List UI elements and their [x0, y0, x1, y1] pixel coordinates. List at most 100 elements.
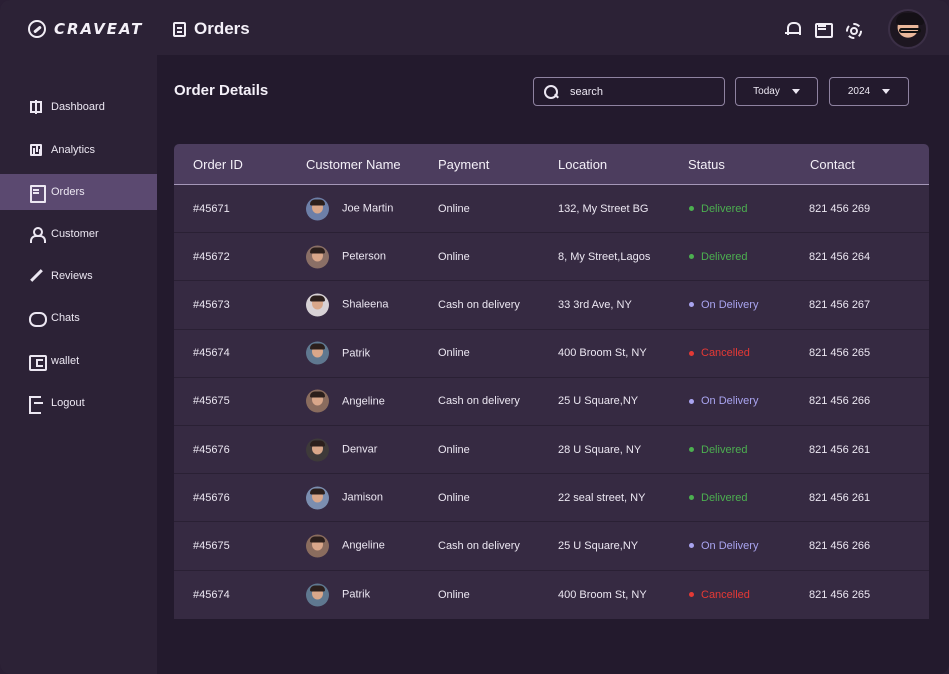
customer-name: Denvar [342, 443, 378, 456]
status-badge: On Delivery [689, 540, 758, 552]
period-dropdown[interactable]: Today [735, 77, 818, 106]
table-header: Order ID Customer Name Payment Location … [174, 144, 929, 185]
status-text: Delivered [701, 250, 748, 263]
order-id-cell: #45672 [193, 250, 230, 263]
status-dot-icon [689, 447, 694, 453]
year-dropdown[interactable]: 2024 [829, 77, 909, 106]
sidebar-item-label: wallet [51, 355, 80, 367]
sidebar-item-label: Dashboard [51, 101, 105, 113]
customer-name: Peterson [342, 250, 387, 263]
payment-cell: Online [438, 491, 470, 504]
status-badge: On Delivery [689, 299, 758, 311]
location-cell: 400 Broom St, NY [558, 588, 647, 601]
orders-icon [173, 21, 186, 37]
sidebar-item-customer[interactable]: Customer [0, 216, 157, 252]
wallet-icon [29, 354, 47, 371]
table-body: #45671 Joe Martin Online 132, My Street BG D… [174, 185, 929, 619]
sidebar-item-logout[interactable]: Logout [0, 385, 157, 421]
sidebar-item-label: Analytics [51, 144, 96, 156]
column-header-order-id[interactable]: Order ID [193, 157, 243, 172]
status-badge: On Delivery [689, 395, 758, 407]
customer-name: Joe Martin [342, 202, 394, 215]
messages-icon[interactable] [814, 21, 833, 38]
location-cell: 22 seal street, NY [558, 491, 646, 504]
location-cell: 33 3rd Ave, NY [558, 298, 632, 311]
column-header-customer-name[interactable]: Customer Name [306, 157, 401, 172]
status-badge: Delivered [689, 251, 747, 263]
status-badge: Delivered [689, 444, 747, 456]
sidebar-item-wallet[interactable]: wallet [0, 343, 157, 379]
search-box[interactable] [533, 77, 725, 106]
brand-logo-icon [28, 20, 46, 38]
table-row[interactable]: #45676 Denvar Online 28 U Square, NY Deliver… [174, 425, 929, 475]
brand[interactable]: CRAVEAT [28, 20, 143, 38]
column-header-contact[interactable]: Contact [810, 157, 855, 172]
payment-cell: Online [438, 250, 470, 263]
sidebar-item-dashboard[interactable]: Dashboard [0, 89, 157, 125]
period-dropdown-label: Today [753, 86, 780, 97]
chevron-down-icon [882, 89, 891, 94]
order-id-cell: #45674 [193, 588, 230, 601]
gear-icon[interactable] [844, 21, 862, 39]
table-row[interactable]: #45673 Shaleena Cash on delivery 33 3rd Ave… [174, 281, 929, 330]
status-text: Delivered [701, 202, 748, 215]
payment-cell: Cash on delivery [438, 539, 520, 552]
payment-cell: Cash on delivery [438, 298, 520, 311]
table-row[interactable]: #45675 Angeline Cash on delivery 25 U Squar… [174, 377, 929, 426]
sidebar-item-label: Customer [51, 228, 99, 240]
customer-avatar [306, 438, 329, 462]
order-id-cell: #45675 [193, 539, 230, 552]
contact-cell: 821 456 267 [809, 298, 871, 311]
status-text: On Delivery [701, 539, 759, 552]
status-text: Delivered [701, 491, 748, 504]
table-row[interactable]: #45672 Peterson Online 8, My Street,Lagos De… [174, 233, 929, 282]
table-row[interactable]: #45674 Patrik Online 400 Broom St, NY Cancel… [174, 329, 929, 378]
sidebar-item-reviews[interactable]: Reviews [0, 258, 157, 294]
order-id-cell: #45671 [193, 202, 230, 215]
table-row[interactable]: #45675 Angeline Cash on delivery 25 U Squar… [174, 522, 929, 571]
orders-icon [29, 185, 46, 203]
location-cell: 25 U Square,NY [558, 395, 639, 408]
customer-cell: Denvar [306, 438, 378, 462]
table-row[interactable]: #45674 Patrik Online 400 Broom St, NY Cancel… [174, 570, 929, 619]
status-dot-icon [689, 543, 694, 549]
contact-cell: 821 456 261 [809, 491, 871, 504]
table-row[interactable]: #45671 Joe Martin Online 132, My Street BG D… [174, 185, 929, 234]
column-header-location[interactable]: Location [558, 157, 608, 172]
customer-avatar [306, 197, 329, 221]
table-row[interactable]: #45676 Jamison Online 22 seal street, NY Del… [174, 474, 929, 523]
column-header-status[interactable]: Status [688, 157, 725, 172]
chat-icon [29, 311, 47, 327]
customer-name: Patrik [342, 347, 371, 360]
status-dot-icon [689, 206, 694, 212]
sidebar-item-orders[interactable]: Orders [0, 174, 157, 210]
search-icon[interactable] [544, 84, 558, 99]
location-cell: 25 U Square,NY [558, 539, 639, 552]
customer-cell: Peterson [306, 245, 387, 269]
status-dot-icon [689, 592, 694, 598]
customer-avatar [306, 534, 329, 558]
location-cell: 400 Broom St, NY [558, 347, 647, 360]
top-bar: CRAVEAT Orders [0, 0, 949, 55]
contact-cell: 821 456 265 [809, 588, 871, 601]
sidebar-item-label: Logout [51, 397, 85, 409]
customer-name: Angeline [342, 539, 385, 552]
user-avatar[interactable] [888, 9, 928, 49]
order-id-cell: #45676 [193, 491, 230, 504]
status-text: On Delivery [701, 298, 759, 311]
column-header-payment[interactable]: Payment [438, 157, 490, 172]
customer-name: Patrik [342, 588, 371, 601]
sidebar-item-chats[interactable]: Chats [0, 300, 157, 336]
status-text: Delivered [701, 443, 748, 456]
notification-bell-icon[interactable] [784, 21, 801, 37]
customer-avatar [306, 341, 329, 365]
sidebar-item-analytics[interactable]: Analytics [0, 132, 157, 168]
customer-cell: Angeline [306, 534, 385, 558]
chevron-down-icon [791, 89, 800, 94]
section-title: Order Details [174, 82, 269, 99]
payment-cell: Online [438, 443, 470, 456]
location-cell: 28 U Square, NY [558, 443, 642, 456]
search-input[interactable] [570, 85, 710, 98]
customer-avatar [306, 245, 329, 269]
